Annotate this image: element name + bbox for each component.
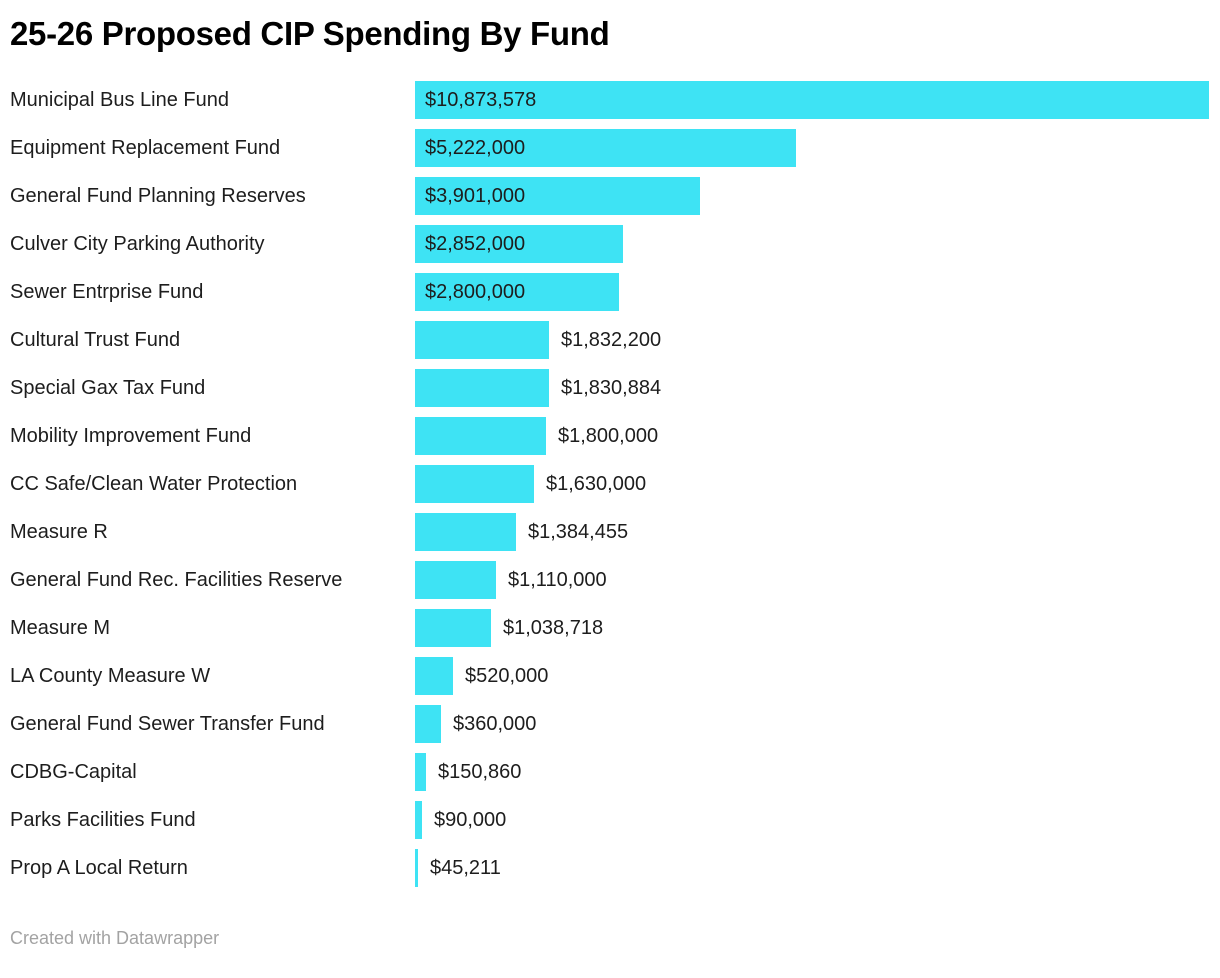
chart-row: Measure M $1,038,718 [0,604,1220,652]
datawrapper-credit: Created with Datawrapper [10,928,220,948]
bar-area: $1,110,000 [415,561,1220,599]
category-label: Measure R [10,520,108,543]
value-label: $1,630,000 [546,472,647,495]
bar [415,369,549,407]
value-label: $2,800,000 [425,280,526,303]
value-label: $1,832,200 [561,328,662,351]
chart-row: General Fund Rec. Facilities Reserve $1,… [0,556,1220,604]
chart-row: Prop A Local Return $45,211 [0,844,1220,892]
bar-area: $1,630,000 [415,465,1220,503]
bar: $2,800,000 [415,273,619,311]
bar-area: $1,384,455 [415,513,1220,551]
category-label: Measure M [10,616,111,639]
chart-row: General Fund Sewer Transfer Fund $360,00… [0,700,1220,748]
category-label: General Fund Sewer Transfer Fund [10,712,325,735]
bar: $3,901,000 [415,177,700,215]
bar-area: $150,860 [415,753,1220,791]
value-label: $5,222,000 [425,136,526,159]
bar: $2,852,000 [415,225,623,263]
bar-area: $45,211 [415,849,1220,887]
bar [415,753,426,791]
category-label: Mobility Improvement Fund [10,424,252,447]
bar [415,801,422,839]
bar-area: $3,901,000 [415,177,1220,215]
bar [415,417,546,455]
chart-row: Culver City Parking Authority $2,852,000 [0,220,1220,268]
bar-area: $520,000 [415,657,1220,695]
bar-area: $1,832,200 [415,321,1220,359]
chart-rows: Municipal Bus Line Fund $10,873,578 Equi… [0,76,1220,892]
bar: $5,222,000 [415,129,796,167]
bar-area: $90,000 [415,801,1220,839]
category-label: Sewer Entrprise Fund [10,280,204,303]
bar-area: $1,800,000 [415,417,1220,455]
category-label: Prop A Local Return [10,856,188,879]
value-label: $1,110,000 [508,568,607,591]
bar [415,513,516,551]
value-label: $10,873,578 [425,88,537,111]
value-label: $360,000 [453,712,537,735]
category-label: LA County Measure W [10,664,211,687]
bar-chart: 25-26 Proposed CIP Spending By Fund Muni… [0,14,1220,978]
category-label: Parks Facilities Fund [10,808,196,831]
bar [415,561,496,599]
chart-row: Mobility Improvement Fund $1,800,000 [0,412,1220,460]
category-label: CC Safe/Clean Water Protection [10,472,298,495]
chart-row: Measure R $1,384,455 [0,508,1220,556]
bar-area: $10,873,578 [415,81,1220,119]
chart-row: CDBG-Capital $150,860 [0,748,1220,796]
chart-row: LA County Measure W $520,000 [0,652,1220,700]
value-label: $45,211 [430,856,501,879]
chart-row: Cultural Trust Fund $1,832,200 [0,316,1220,364]
bar [415,849,418,887]
category-label: Municipal Bus Line Fund [10,88,230,111]
chart-row: Sewer Entrprise Fund $2,800,000 [0,268,1220,316]
bar [415,609,491,647]
category-label: General Fund Planning Reserves [10,184,306,207]
value-label: $3,901,000 [425,184,526,207]
bar [415,321,549,359]
value-label: $520,000 [465,664,549,687]
value-label: $1,384,455 [528,520,629,543]
bar-area: $1,830,884 [415,369,1220,407]
category-label: Equipment Replacement Fund [10,136,281,159]
chart-row: Parks Facilities Fund $90,000 [0,796,1220,844]
chart-row: Municipal Bus Line Fund $10,873,578 [0,76,1220,124]
chart-row: Equipment Replacement Fund $5,222,000 [0,124,1220,172]
value-label: $1,038,718 [503,616,604,639]
bar-area: $2,800,000 [415,273,1220,311]
bar-area: $2,852,000 [415,225,1220,263]
category-label: Cultural Trust Fund [10,328,181,351]
value-label: $90,000 [434,808,507,831]
chart-title: 25-26 Proposed CIP Spending By Fund [10,15,610,52]
bar-area: $1,038,718 [415,609,1220,647]
bar: $10,873,578 [415,81,1209,119]
value-label: $1,800,000 [558,424,659,447]
chart-row: General Fund Planning Reserves $3,901,00… [0,172,1220,220]
bar [415,705,441,743]
bar-area: $5,222,000 [415,129,1220,167]
category-label: CDBG-Capital [10,760,137,783]
bar [415,657,453,695]
category-label: Special Gax Tax Fund [10,376,206,399]
category-label: Culver City Parking Authority [10,232,265,255]
chart-row: CC Safe/Clean Water Protection $1,630,00… [0,460,1220,508]
bar-area: $360,000 [415,705,1220,743]
value-label: $150,860 [438,760,522,783]
value-label: $1,830,884 [561,376,662,399]
bar [415,465,534,503]
chart-row: Special Gax Tax Fund $1,830,884 [0,364,1220,412]
value-label: $2,852,000 [425,232,526,255]
category-label: General Fund Rec. Facilities Reserve [10,568,343,591]
